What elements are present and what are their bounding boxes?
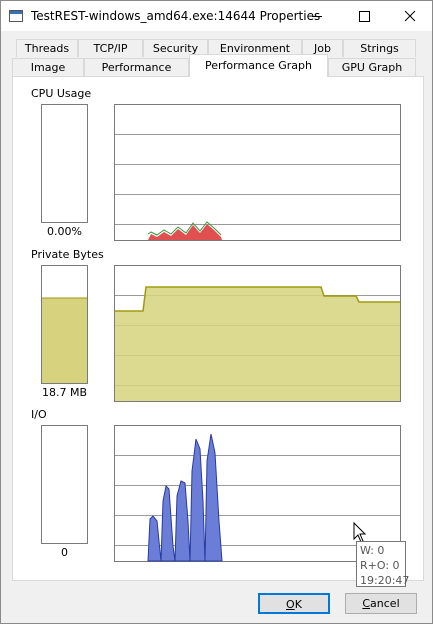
- tab[interactable]: Environment: [208, 39, 302, 57]
- tab[interactable]: Strings: [343, 39, 416, 57]
- tab[interactable]: Image: [12, 58, 84, 76]
- tab[interactable]: GPU Graph: [328, 58, 416, 76]
- graph-value: 0.00%: [47, 225, 82, 238]
- tab[interactable]: Threads: [16, 39, 78, 57]
- ok-button[interactable]: OK: [258, 593, 330, 614]
- tab[interactable]: Security: [143, 39, 208, 57]
- cancel-button[interactable]: Cancel: [345, 593, 417, 614]
- tab[interactable]: TCP/IP: [78, 39, 143, 57]
- tab[interactable]: Performance: [84, 58, 189, 76]
- tooltip-line: W: 0: [360, 544, 385, 557]
- ok-label: OK: [286, 598, 302, 611]
- cancel-label: Cancel: [362, 597, 400, 610]
- graph-value: 18.7 MB: [41, 386, 88, 399]
- tooltip-line: 19:20:47: [360, 574, 410, 587]
- tooltip: W: 0 R+O: 0 19:20:47: [356, 541, 410, 587]
- tab[interactable]: Performance Graph: [189, 54, 328, 77]
- tab[interactable]: Job: [302, 39, 343, 57]
- graph-label: I/O: [31, 408, 47, 421]
- window-title: TestREST-windows_amd64.exe:14644 Propert…: [31, 9, 321, 23]
- window-controls[interactable]: [301, 1, 432, 31]
- title-bar: TestREST-windows_amd64.exe:14644 Propert…: [1, 1, 432, 31]
- app-icon: [9, 10, 23, 22]
- graph-label: CPU Usage: [31, 87, 92, 100]
- tooltip-line: R+O: 0: [360, 559, 400, 572]
- graph-label: Private Bytes: [31, 248, 104, 261]
- graph-value: 0: [61, 546, 68, 559]
